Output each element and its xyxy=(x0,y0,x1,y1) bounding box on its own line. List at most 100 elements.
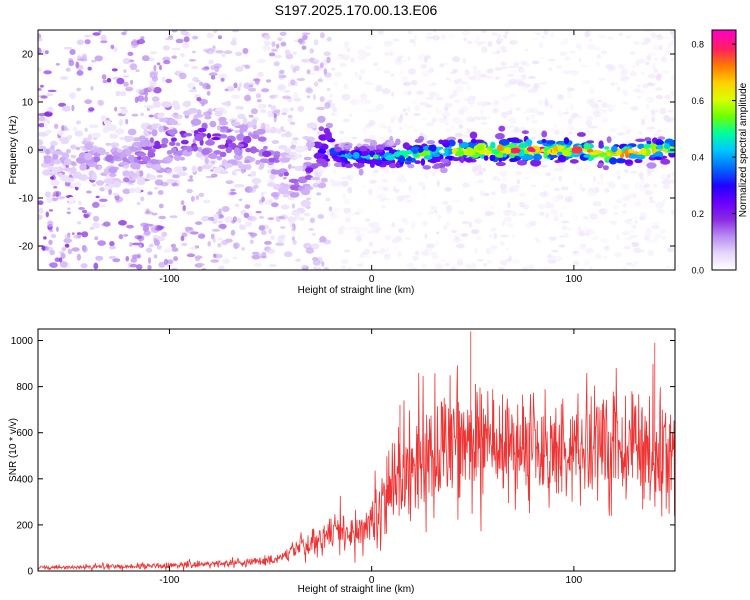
spectrogram-cell xyxy=(292,68,297,73)
spectrogram-cell xyxy=(206,32,215,39)
spectrogram-cell xyxy=(580,64,589,68)
spectrogram-cell xyxy=(555,65,563,69)
spectrogram-cell xyxy=(585,130,591,135)
spectrogram-cell xyxy=(233,82,238,89)
spectrogram-cell xyxy=(377,30,384,34)
spectrogram-cell xyxy=(630,106,639,111)
spectrogram-ridge-cell xyxy=(72,126,78,132)
spectrogram-cell xyxy=(339,62,347,67)
spectrogram-cell xyxy=(313,59,318,62)
spectrogram-cell xyxy=(175,38,184,44)
spectrogram-ridge-cell xyxy=(644,137,652,142)
spectrogram-cell xyxy=(530,184,537,187)
spectrogram-ridge-cell xyxy=(326,131,332,139)
spectrogram-cell xyxy=(652,62,656,70)
spectrogram-cell xyxy=(118,234,124,240)
spectrogram-ridge-cell xyxy=(440,158,450,163)
spectrogram-cell xyxy=(441,111,451,118)
spectrogram-cell xyxy=(277,236,285,243)
spectrogram-ridge-cell xyxy=(220,128,228,133)
spectrogram-cell xyxy=(613,204,620,210)
spectrogram-cell xyxy=(500,61,504,66)
spectrogram-cell xyxy=(279,69,285,74)
spectrogram-cell xyxy=(81,244,87,252)
spectrogram-cell xyxy=(418,54,423,61)
spectrogram-cell xyxy=(273,113,277,119)
spectrogram-cell xyxy=(413,129,418,132)
spectrogram-cell xyxy=(654,87,663,91)
spectrogram-cell xyxy=(92,32,101,36)
spectrogram-cell xyxy=(296,77,306,82)
spectrogram-ridge-cell xyxy=(50,145,55,150)
spectrogram-ridge-cell xyxy=(201,164,212,170)
spectrogram-ridge-cell xyxy=(660,158,671,165)
spectrogram-cell xyxy=(426,244,436,247)
spectrogram-cell xyxy=(426,211,436,215)
spectrogram-ridge-cell xyxy=(115,128,125,135)
spectrogram-cell xyxy=(440,33,446,40)
spectrogram-ridge-cell xyxy=(303,162,313,166)
spectrogram-cell xyxy=(108,255,117,260)
spectrogram-cell xyxy=(162,56,171,62)
spectrogram-cell xyxy=(295,258,302,262)
spectrogram-cell xyxy=(131,113,139,117)
spectrogram-cell xyxy=(317,168,325,175)
spectrogram-ridge-cell xyxy=(183,132,193,137)
spectrogram-ridge-cell xyxy=(201,148,211,155)
spectrogram-cell xyxy=(179,72,187,80)
spectrogram-cell xyxy=(539,211,545,216)
spectrogram-cell xyxy=(546,259,554,262)
spectrogram-cell xyxy=(473,218,482,224)
spectrogram-ridge-cell xyxy=(168,118,177,125)
spectrogram-ridge-cell xyxy=(600,152,605,158)
spectrogram-cell xyxy=(238,82,243,88)
spectrogram-cell xyxy=(566,87,575,92)
spectrogram-cell xyxy=(667,110,674,113)
spectrogram-cell xyxy=(196,262,205,267)
spectrogram-cell xyxy=(420,63,428,69)
spectrogram-cell xyxy=(531,136,536,140)
spectrogram-cell xyxy=(635,182,640,186)
spectrogram-cell xyxy=(40,95,48,99)
colorbar-ticks: 0.00.20.40.60.8 xyxy=(691,40,736,276)
spectrogram-ridge-cell xyxy=(451,157,461,162)
spectrogram-cell xyxy=(359,69,366,74)
spectrogram-cell xyxy=(453,164,459,171)
spectrogram-ridge-cell xyxy=(387,140,395,147)
spectrogram-ridge-cell xyxy=(495,133,505,140)
spectrogram-cell xyxy=(118,220,127,226)
spectrogram-cell xyxy=(317,78,324,83)
spectrogram-cell xyxy=(362,126,368,134)
spectrogram-cell xyxy=(198,192,205,198)
spectrogram-cell xyxy=(184,31,191,38)
spectrogram-cell xyxy=(504,31,509,35)
spectrogram-cell xyxy=(403,108,407,113)
spectrogram-ridge-cell xyxy=(169,129,175,136)
spectrogram-cell xyxy=(594,234,599,241)
spectrogram-cell xyxy=(165,168,172,175)
spectrogram-cell xyxy=(531,119,538,124)
spectrogram-cell xyxy=(659,208,665,215)
spectrogram-cell xyxy=(413,104,421,112)
spectrogram-ridge-cell xyxy=(74,130,84,137)
spectrogram-ridge-cell xyxy=(267,113,274,118)
spectrogram-ridge-cell xyxy=(238,164,249,170)
spectrogram-cell xyxy=(48,209,54,212)
spectrogram-ridge-cell xyxy=(278,173,284,177)
spectrogram-cell xyxy=(339,130,345,135)
spectrogram-ridge-cell xyxy=(340,156,347,162)
spectrogram-cell xyxy=(170,243,176,248)
spectrogram-ridge-cell xyxy=(211,133,222,137)
spectrogram-cell xyxy=(213,253,217,258)
figure-title: S197.2025.170.00.13.E06 xyxy=(275,2,438,18)
spectrogram-cell xyxy=(341,180,349,187)
spectrogram-cell xyxy=(38,33,42,40)
spectrogram-ridge-cell xyxy=(464,157,474,163)
spectrogram-ridge-cell xyxy=(382,147,393,151)
spectrogram-cell xyxy=(328,93,334,99)
spectrogram-ridge-cell xyxy=(586,148,594,153)
spectrogram-ridge-cell xyxy=(214,107,225,113)
spectrogram-cell xyxy=(156,244,162,250)
spectrogram-x-label: Height of straight line (km) xyxy=(298,285,415,296)
